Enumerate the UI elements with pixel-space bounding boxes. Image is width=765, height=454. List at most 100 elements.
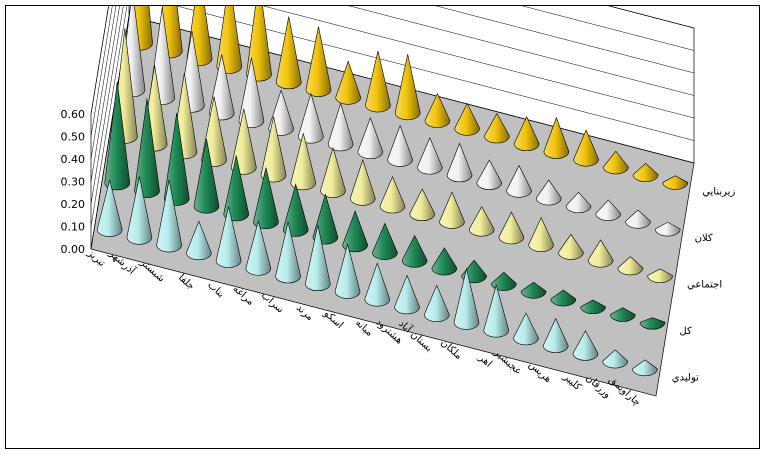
cone-mark <box>401 234 428 268</box>
cone-mark <box>216 6 243 74</box>
cone <box>275 16 302 90</box>
y-axis: 0.00 0.10 0.20 0.30 0.40 0.50 0.60 <box>61 108 86 256</box>
cone-mark <box>379 175 406 214</box>
y-tick-label: 0.40 <box>61 153 86 166</box>
cone <box>580 299 606 315</box>
cone-mark <box>238 57 265 129</box>
cone-mark <box>558 233 584 260</box>
cone <box>260 116 287 183</box>
cone <box>290 133 317 191</box>
cone <box>417 137 443 175</box>
cone <box>282 183 309 237</box>
cone-mark <box>513 116 540 152</box>
cone <box>424 92 451 128</box>
cone-mark <box>439 191 465 229</box>
cone <box>334 243 361 299</box>
cone <box>603 150 629 175</box>
cone-mark <box>275 16 302 90</box>
cone-mark <box>275 221 301 284</box>
cone-mark <box>423 284 450 322</box>
cone <box>372 222 398 260</box>
cone-mark <box>483 284 510 338</box>
cone <box>632 359 658 377</box>
cone <box>342 210 368 253</box>
cone-mark <box>632 163 659 182</box>
cone-mark <box>542 317 569 353</box>
cone-mark <box>595 199 622 221</box>
cone-mark <box>223 155 250 222</box>
y-tick-label: 0.00 <box>61 243 86 256</box>
cone-mark <box>193 138 220 214</box>
cone-mark <box>305 225 331 292</box>
cone <box>513 312 539 346</box>
cone-mark <box>305 26 332 97</box>
series-label: كلان <box>695 233 713 244</box>
cone <box>632 163 659 182</box>
cone <box>483 284 510 338</box>
series-label: اجتماعي <box>687 280 722 291</box>
cone <box>446 142 473 183</box>
cone-mark <box>349 159 376 206</box>
cone-mark <box>453 268 480 330</box>
cone-mark <box>156 179 182 253</box>
cone-mark <box>253 167 279 229</box>
cone <box>454 102 480 136</box>
y-tick-label: 0.30 <box>61 176 86 189</box>
cone-mark <box>528 216 554 252</box>
cone <box>542 317 569 353</box>
cone <box>253 167 279 229</box>
cone <box>349 159 376 206</box>
cone-mark <box>394 274 420 315</box>
cone <box>572 330 599 361</box>
cone-mark <box>550 289 577 307</box>
cone <box>535 179 562 206</box>
cone-mark <box>476 159 503 190</box>
cone-mark <box>231 108 257 175</box>
cone-mark <box>625 209 651 229</box>
cone-mark <box>617 256 644 276</box>
cone-mark <box>417 137 443 175</box>
cone <box>327 102 354 152</box>
cone <box>439 191 465 229</box>
cone-mark <box>647 268 673 283</box>
cone <box>498 211 525 245</box>
cone <box>305 26 332 97</box>
cone-mark <box>639 317 666 330</box>
cone-mark <box>565 191 592 214</box>
cone <box>365 50 391 113</box>
cone-mark <box>431 247 458 276</box>
cone <box>513 116 540 152</box>
cone-mark <box>186 220 212 261</box>
cone <box>96 179 123 237</box>
cone-mark <box>513 312 539 346</box>
cone-mark <box>364 262 391 307</box>
cone-mark <box>260 116 287 183</box>
cone-mark <box>498 211 525 245</box>
cone <box>298 92 324 144</box>
cone <box>617 256 644 276</box>
cone <box>104 81 131 191</box>
category-label: اهر <box>476 352 494 370</box>
cone <box>126 176 153 245</box>
cone-mark <box>572 330 599 361</box>
gridline <box>90 6 695 115</box>
cone <box>484 112 510 144</box>
cone-mark <box>104 81 131 191</box>
cone <box>401 234 428 268</box>
cone <box>520 281 547 299</box>
cone <box>587 239 614 268</box>
cone-mark <box>245 219 272 276</box>
chart-frame: 0.00 0.10 0.20 0.30 0.40 0.50 0.60 تبريز آذرشهر ش… <box>5 5 760 449</box>
cone-mark <box>484 112 510 144</box>
gridline <box>90 6 695 182</box>
cone-mark <box>372 222 398 260</box>
cone-mark <box>96 179 123 237</box>
cone <box>394 274 420 315</box>
cone <box>453 268 480 330</box>
cone-mark <box>357 117 384 159</box>
cone-mark <box>587 239 614 268</box>
cone-mark <box>491 271 517 291</box>
cone-mark <box>334 243 361 299</box>
cone <box>357 117 384 159</box>
